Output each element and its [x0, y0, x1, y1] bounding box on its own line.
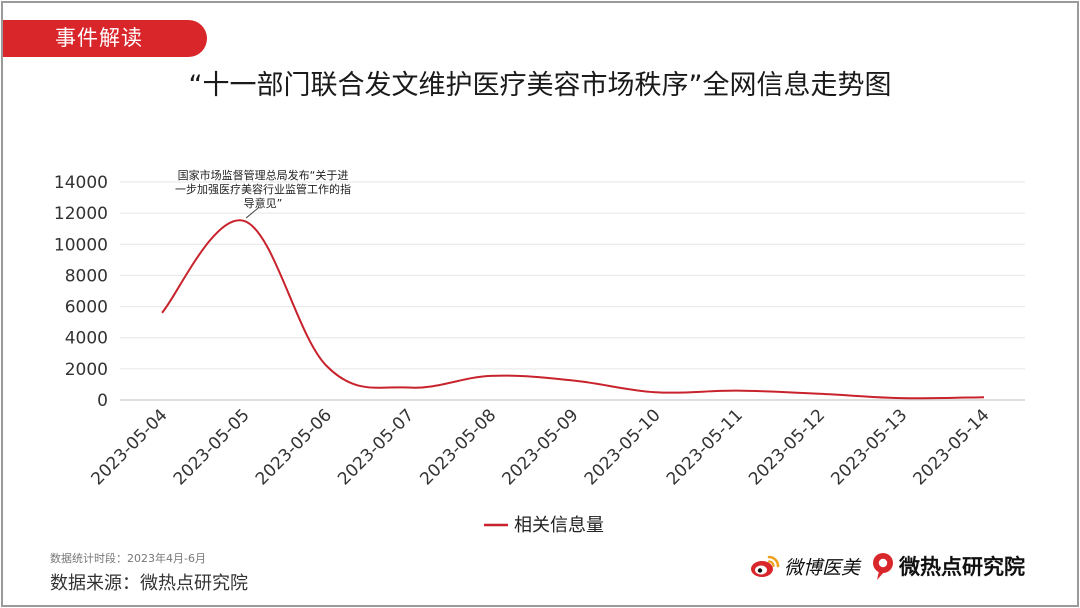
x-tick-label: 2023-05-13 [827, 405, 911, 489]
x-tick-label: 2023-05-09 [499, 405, 583, 489]
weibo-icon [751, 555, 780, 577]
y-tick-label: 2000 [65, 360, 108, 380]
x-tick-label: 2023-05-14 [910, 405, 994, 489]
annotation-text: 国家市场监督管理总局发布“关于进 [178, 168, 349, 182]
x-tick-label: 2023-05-05 [170, 405, 254, 489]
x-tick-label: 2023-05-06 [252, 405, 336, 489]
y-tick-label: 8000 [65, 266, 108, 286]
period-note: 数据统计时段：2023年4月-6月 [50, 552, 206, 565]
weiredian-logo: 微热点研究院 [870, 549, 1025, 583]
y-tick-label: 0 [97, 391, 108, 411]
section-tag: 事件解读 [3, 20, 207, 57]
y-tick-label: 4000 [65, 329, 108, 349]
weibo-yimei-logo: 微博医美 [750, 552, 860, 580]
annotation-text: 导意见” [244, 196, 283, 210]
weibo-yimei-logo-text: 微博医美 [784, 556, 861, 579]
x-tick-label: 2023-05-12 [745, 405, 829, 489]
x-tick-label: 2023-05-11 [663, 405, 747, 489]
x-tick-label: 2023-05-07 [334, 405, 418, 489]
x-tick-label: 2023-05-04 [88, 405, 172, 489]
x-tick-label: 2023-05-10 [581, 405, 665, 489]
weiredian-icon [873, 553, 893, 580]
y-tick-label: 6000 [65, 298, 108, 318]
legend-label: 相关信息量 [514, 515, 604, 536]
weiredian-logo-text: 微热点研究院 [899, 555, 1025, 579]
y-tick-label: 10000 [54, 235, 108, 255]
y-tick-label: 14000 [54, 173, 108, 193]
series-line-xiangguan-xinxiliang [161, 219, 985, 400]
x-tick-label: 2023-05-08 [416, 405, 500, 489]
source-note: 数据来源：微热点研究院 [50, 573, 248, 594]
y-tick-label: 12000 [54, 204, 108, 224]
annotation-text: 一步加强医疗美容行业监管工作的指 [175, 182, 351, 196]
chart-title: “十一部门联合发文维护医疗美容市场秩序”全网信息走势图 [188, 70, 892, 101]
annotation-leader-line [245, 207, 259, 219]
